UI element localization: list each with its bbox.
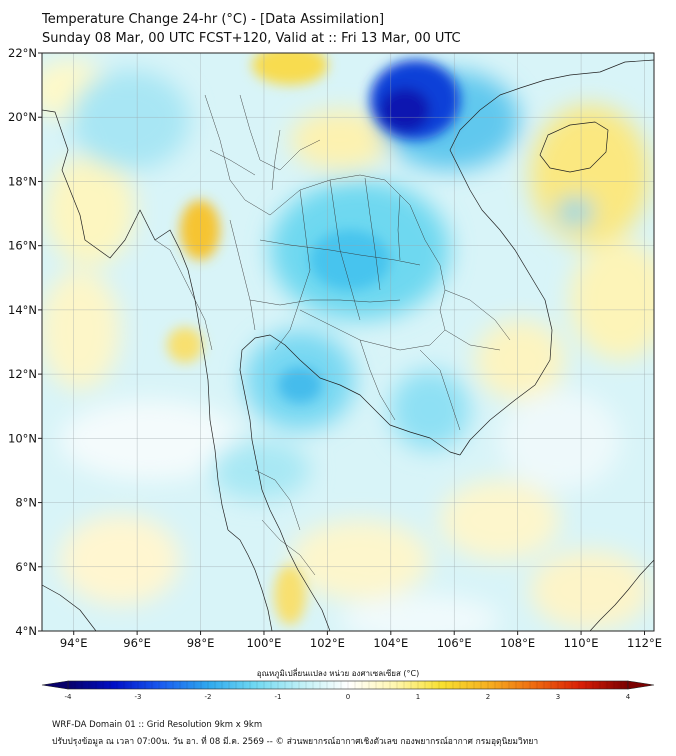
colorbar: -4 -3 -2 -1 0 1 2 3 4	[41, 680, 655, 701]
colorbar-tick-label: 0	[346, 693, 350, 701]
map-graticule	[42, 53, 654, 631]
colorbar-max-extend	[627, 680, 655, 690]
longitude-label: 96°E	[123, 636, 151, 650]
longitude-label: 112°E	[627, 636, 662, 650]
longitude-label: 106°E	[437, 636, 472, 650]
latitude-label: 18°N	[8, 174, 37, 188]
latitude-label: 4°N	[15, 624, 37, 638]
map-title: Temperature Change 24-hr (°C) - [Data As…	[42, 12, 385, 27]
colorbar-tick-label: 2	[486, 693, 490, 701]
colorbar-tick-label: -1	[275, 693, 282, 701]
latitude-label: 22°N	[8, 46, 37, 60]
temperature-field	[42, 53, 654, 631]
map-subtitle: Sunday 08 Mar, 00 UTC FCST+120, Valid at…	[42, 31, 461, 46]
latitude-label: 8°N	[15, 496, 37, 510]
latitude-labels: 22°N 20°N 18°N 16°N 14°N 12°N 10°N 8°N 6°N 4°N	[8, 46, 42, 638]
colorbar-tick-label: 1	[416, 693, 420, 701]
footer-model-info: WRF-DA Domain 01 :: Grid Resolution 9km …	[52, 720, 263, 730]
admin-borders	[154, 94, 511, 576]
latitude-label: 16°N	[8, 239, 37, 253]
colorbar-tick-label: 3	[556, 693, 560, 701]
latitude-label: 12°N	[8, 367, 37, 381]
colorbar-title: อุณหภูมิเปลี่ยนแปลง หน่วย องศาเซลเซียส (…	[256, 669, 420, 678]
longitude-label: 102°E	[310, 636, 345, 650]
colorbar-tick-label: -4	[65, 693, 73, 701]
longitude-label: 98°E	[187, 636, 215, 650]
footer-credits: ปรับปรุงข้อมูล ณ เวลา 07:00น. วัน อา. ที…	[52, 737, 539, 747]
longitude-labels: 94°E 96°E 98°E 100°E 102°E 104°E 106°E 108°E 110…	[60, 631, 662, 650]
latitude-label: 20°N	[8, 110, 37, 124]
colorbar-tick-label: -2	[205, 693, 212, 701]
colorbar-tick-label: 4	[626, 693, 631, 701]
map-frame	[41, 52, 655, 632]
longitude-label: 94°E	[60, 636, 88, 650]
colorbar-tick-label: -3	[135, 693, 142, 701]
latitude-label: 14°N	[8, 303, 37, 317]
coastlines	[42, 59, 654, 631]
longitude-label: 108°E	[500, 636, 535, 650]
latitude-label: 6°N	[15, 560, 37, 574]
colorbar-min-extend	[41, 680, 69, 690]
longitude-label: 104°E	[373, 636, 408, 650]
latitude-label: 10°N	[8, 431, 37, 445]
longitude-label: 100°E	[246, 636, 281, 650]
longitude-label: 110°E	[564, 636, 599, 650]
